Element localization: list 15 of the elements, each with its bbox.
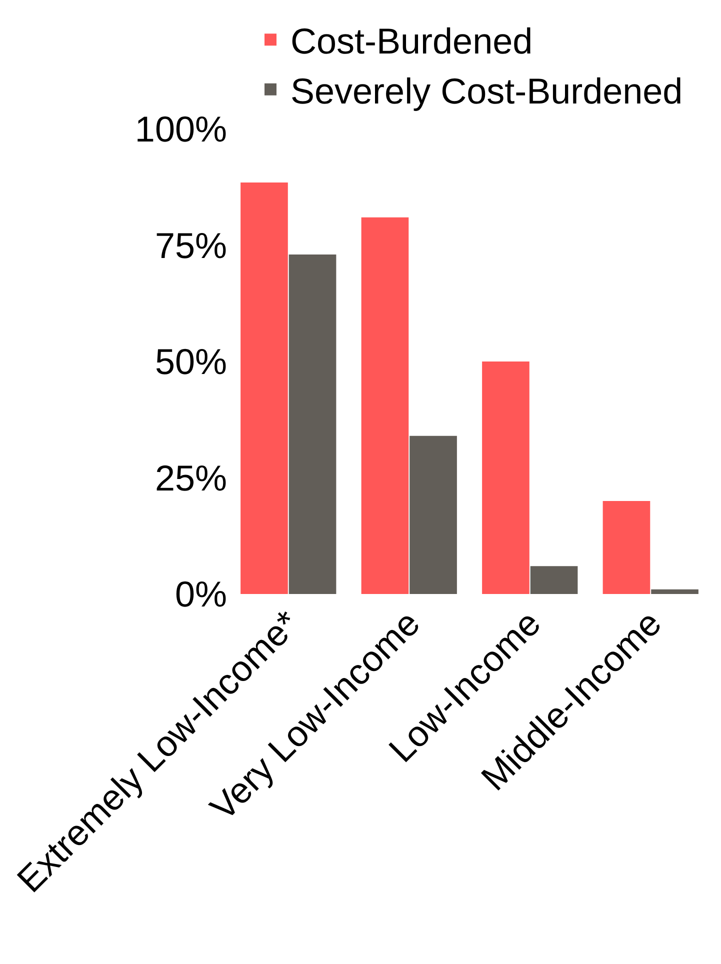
y-tick-label: 0% (174, 574, 227, 615)
y-tick-label: 50% (154, 341, 227, 382)
bar (530, 566, 578, 594)
bar (602, 501, 650, 594)
bar (482, 362, 530, 594)
bar (410, 436, 457, 594)
y-tick-label: 75% (154, 224, 227, 266)
y-tick-label: 100% (134, 108, 227, 150)
bar (361, 217, 409, 594)
legend-label: Cost-Burdened (290, 20, 533, 62)
bar (288, 254, 336, 594)
bar (651, 589, 698, 594)
bar (240, 182, 288, 594)
legend-label: Severely Cost-Burdened (290, 70, 683, 112)
y-tick-label: 25% (154, 457, 227, 498)
